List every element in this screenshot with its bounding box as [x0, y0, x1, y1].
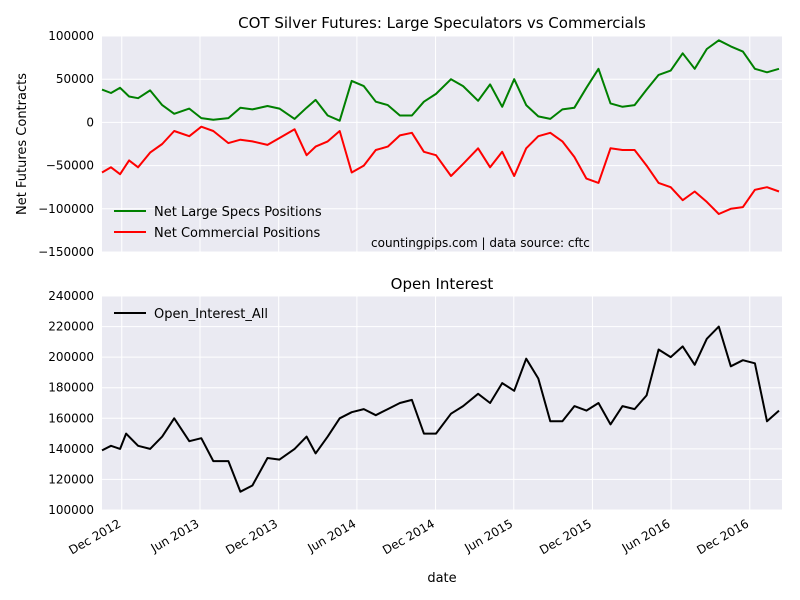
- oi-legend: Open_Interest_All: [114, 307, 268, 322]
- series-line-net-large-specs-positions: [101, 39, 780, 122]
- x-tick-label: Dec 2013: [223, 516, 280, 557]
- oi-y-tick-label: 100000: [48, 503, 94, 517]
- series-line-net-commercial-positions: [101, 125, 780, 215]
- oi-y-tick-label: 140000: [48, 442, 94, 456]
- cot-grid: [102, 35, 782, 253]
- x-tick-label: Jun 2014: [305, 516, 359, 555]
- oi-y-tick-label: 120000: [48, 472, 94, 486]
- cot-legend: Net Large Specs Positions Net Commercial…: [114, 205, 322, 241]
- x-tick-label: Jun 2013: [148, 516, 202, 555]
- oi-grid: [102, 295, 782, 511]
- cot-panel: 100000 50000 0 −50000 −100000 −150000 COT Sil…: [15, 14, 782, 259]
- x-axis-label: date: [427, 571, 456, 586]
- oi-y-ticks: 100000 120000 140000 160000 180000 200000 2200…: [48, 289, 94, 517]
- oi-y-tick-label: 220000: [48, 320, 94, 334]
- series-line-open-interest-all: [101, 325, 780, 493]
- oi-x-ticks: Dec 2012 Jun 2013 Dec 2013 Jun 2014 Dec 2014…: [66, 516, 751, 557]
- legend-label-net-large-specs: Net Large Specs Positions: [154, 205, 322, 220]
- oi-title: Open Interest: [391, 275, 494, 293]
- legend-label-net-commercial: Net Commercial Positions: [154, 226, 320, 241]
- oi-y-tick-label: 240000: [48, 289, 94, 303]
- cot-title: COT Silver Futures: Large Speculators vs…: [238, 14, 646, 32]
- x-tick-label: Dec 2014: [380, 516, 437, 557]
- cot-y-tick-label: 50000: [56, 72, 94, 86]
- oi-y-tick-label: 160000: [48, 411, 94, 425]
- x-tick-label: Dec 2012: [66, 516, 123, 557]
- cot-y-tick-label: 0: [86, 115, 94, 129]
- open-interest-panel: 100000 120000 140000 160000 180000 200000 2200…: [48, 275, 782, 586]
- cot-y-tick-label: −150000: [38, 245, 94, 259]
- x-tick-label: Dec 2015: [537, 516, 594, 557]
- cot-y-ticks: 100000 50000 0 −50000 −100000 −150000: [38, 29, 94, 259]
- cot-y-tick-label: 100000: [48, 29, 94, 43]
- x-tick-label: Jun 2016: [619, 516, 673, 555]
- x-tick-label: Jun 2015: [461, 516, 515, 555]
- oi-plot-background: [102, 296, 782, 510]
- oi-y-tick-label: 200000: [48, 350, 94, 364]
- cot-y-tick-label: −100000: [38, 202, 94, 216]
- legend-label-open-interest: Open_Interest_All: [154, 307, 268, 322]
- cot-series: [101, 39, 780, 215]
- cot-y-tick-label: −50000: [46, 159, 94, 173]
- x-tick-label: Dec 2016: [694, 516, 751, 557]
- source-annotation: countingpips.com | data source: cftc: [371, 236, 590, 250]
- cot-y-axis-label: Net Futures Contracts: [15, 73, 30, 215]
- oi-series: [101, 325, 780, 493]
- oi-y-tick-label: 180000: [48, 381, 94, 395]
